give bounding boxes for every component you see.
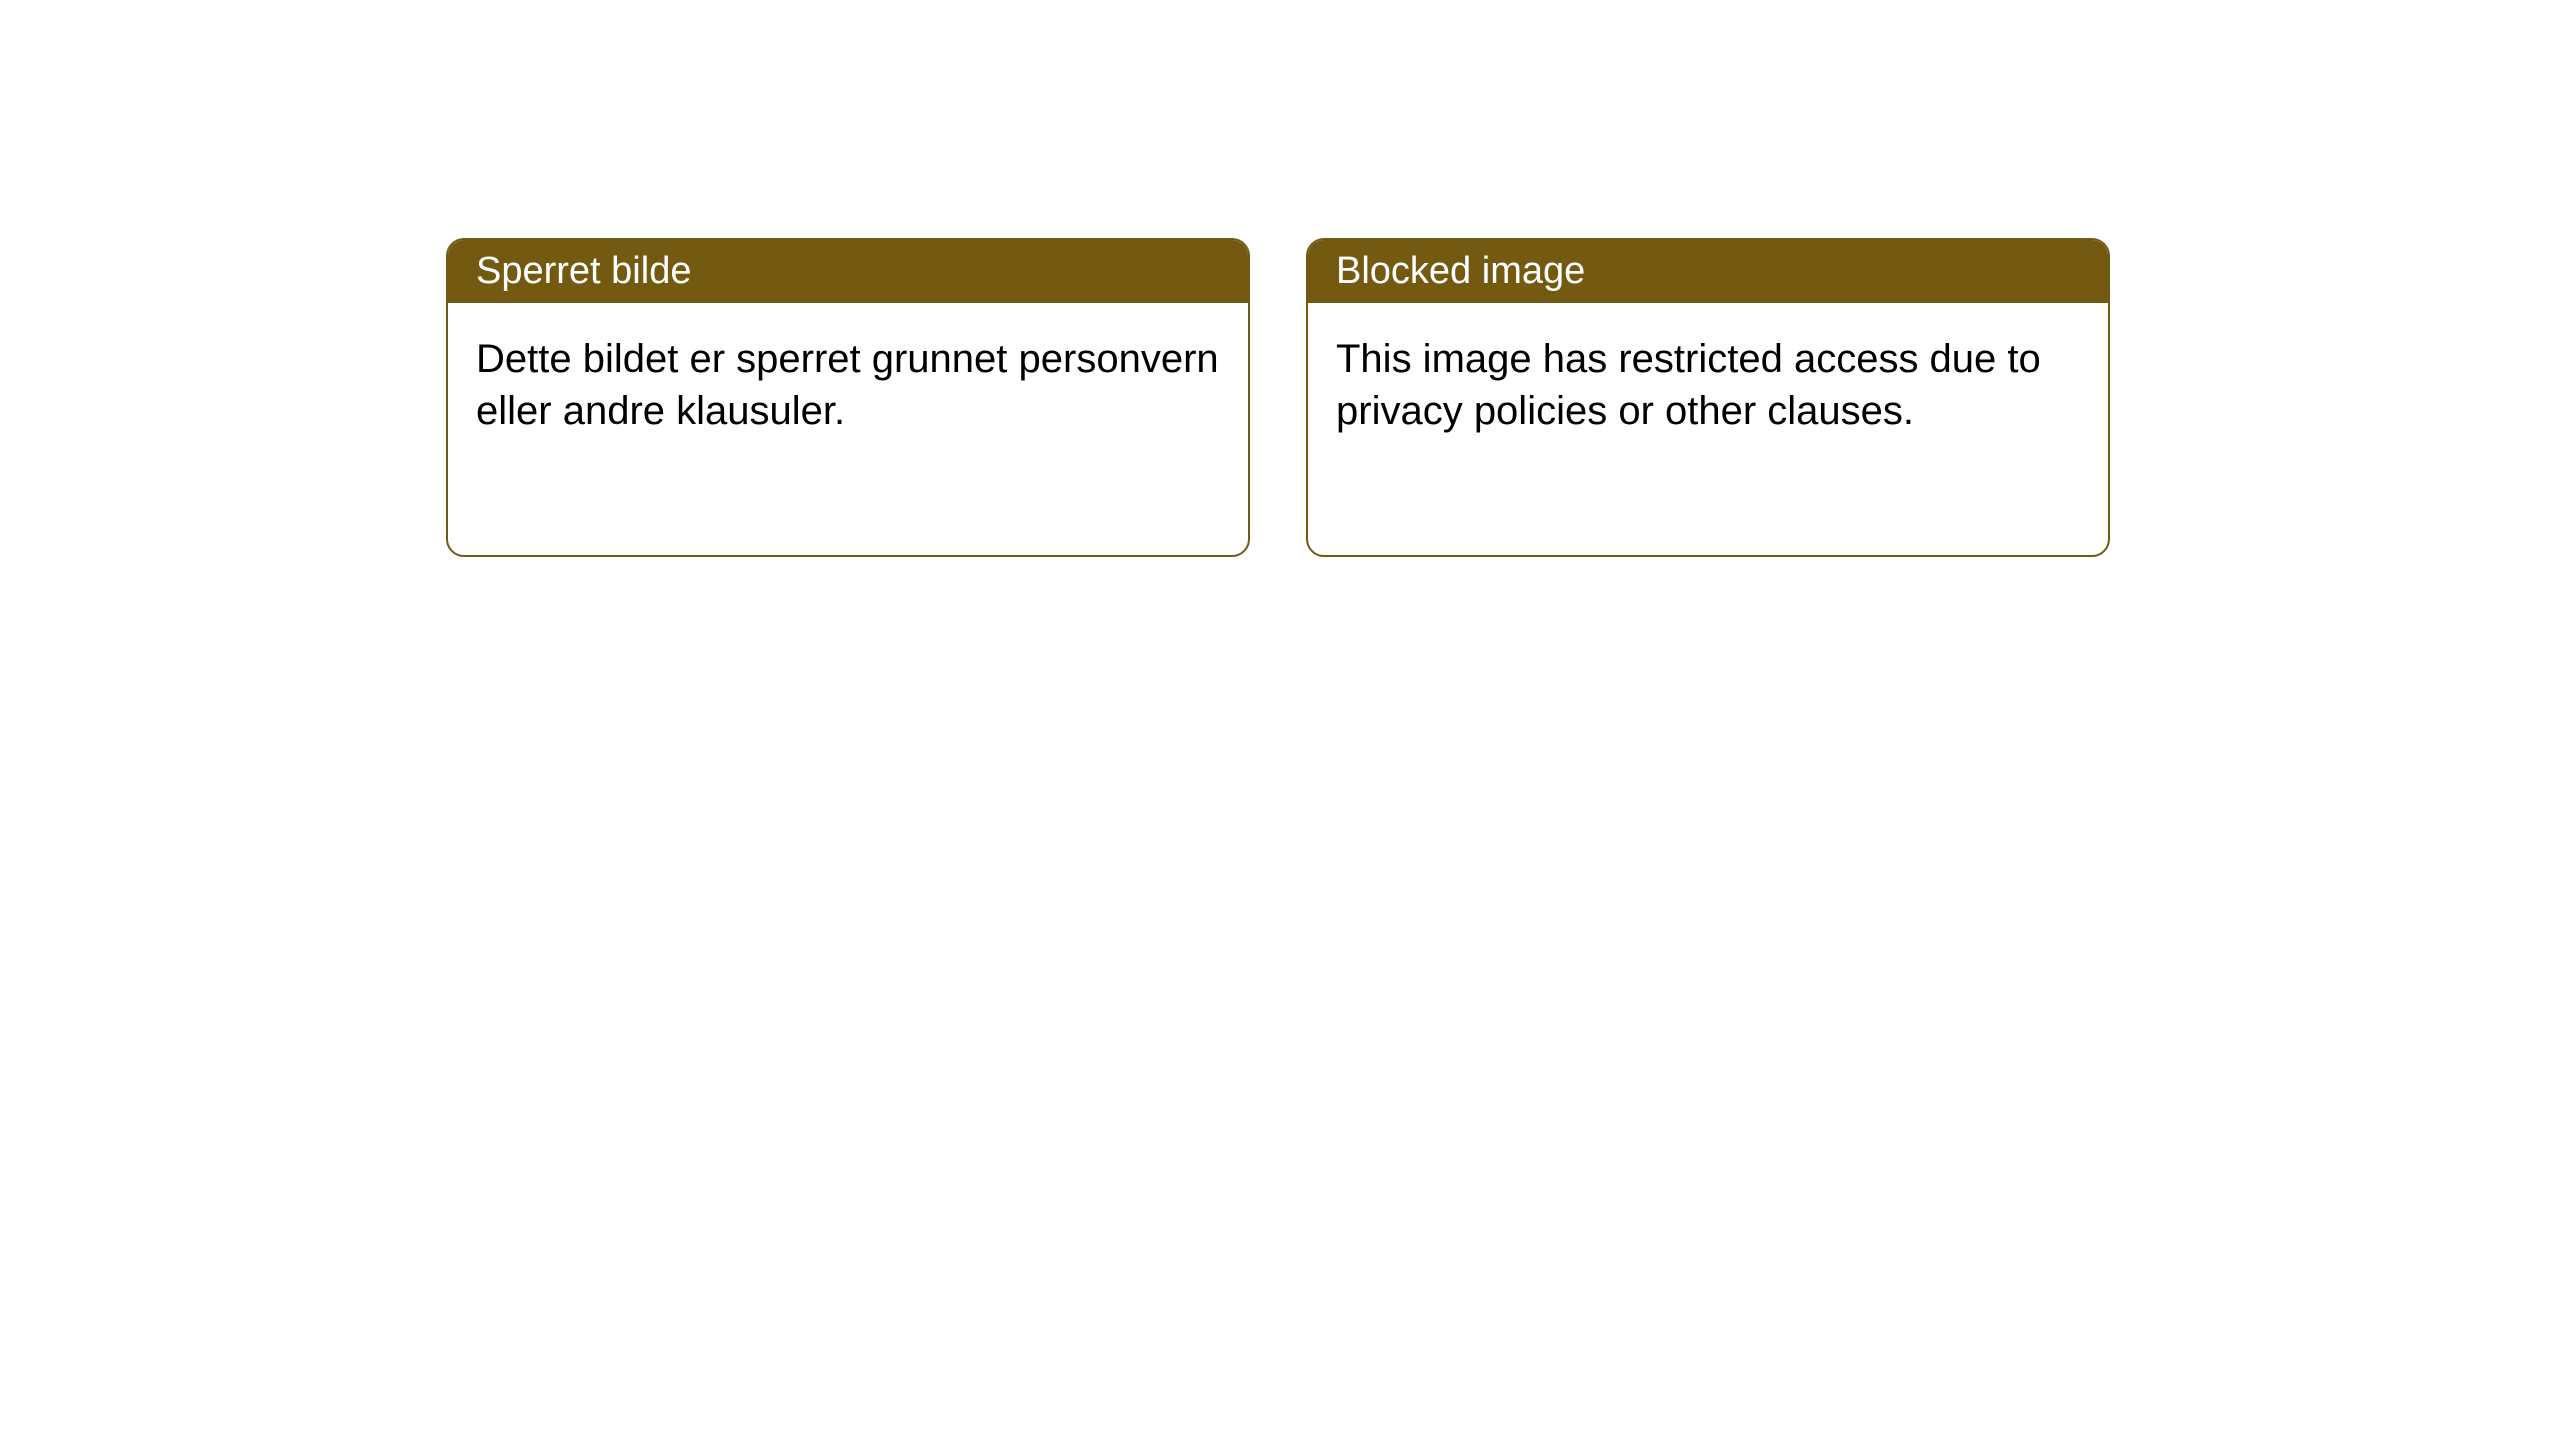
notice-message: Dette bildet er sperret grunnet personve… (476, 337, 1219, 433)
notice-body: Dette bildet er sperret grunnet personve… (448, 303, 1248, 555)
notice-title: Blocked image (1336, 250, 1585, 292)
notice-message: This image has restricted access due to … (1336, 337, 2041, 433)
notice-header: Sperret bilde (448, 240, 1248, 303)
notice-container: Sperret bilde Dette bildet er sperret gr… (0, 0, 2560, 557)
notice-body: This image has restricted access due to … (1308, 303, 2108, 555)
notice-title: Sperret bilde (476, 250, 691, 292)
notice-card-norwegian: Sperret bilde Dette bildet er sperret gr… (446, 238, 1250, 557)
notice-header: Blocked image (1308, 240, 2108, 303)
notice-card-english: Blocked image This image has restricted … (1306, 238, 2110, 557)
